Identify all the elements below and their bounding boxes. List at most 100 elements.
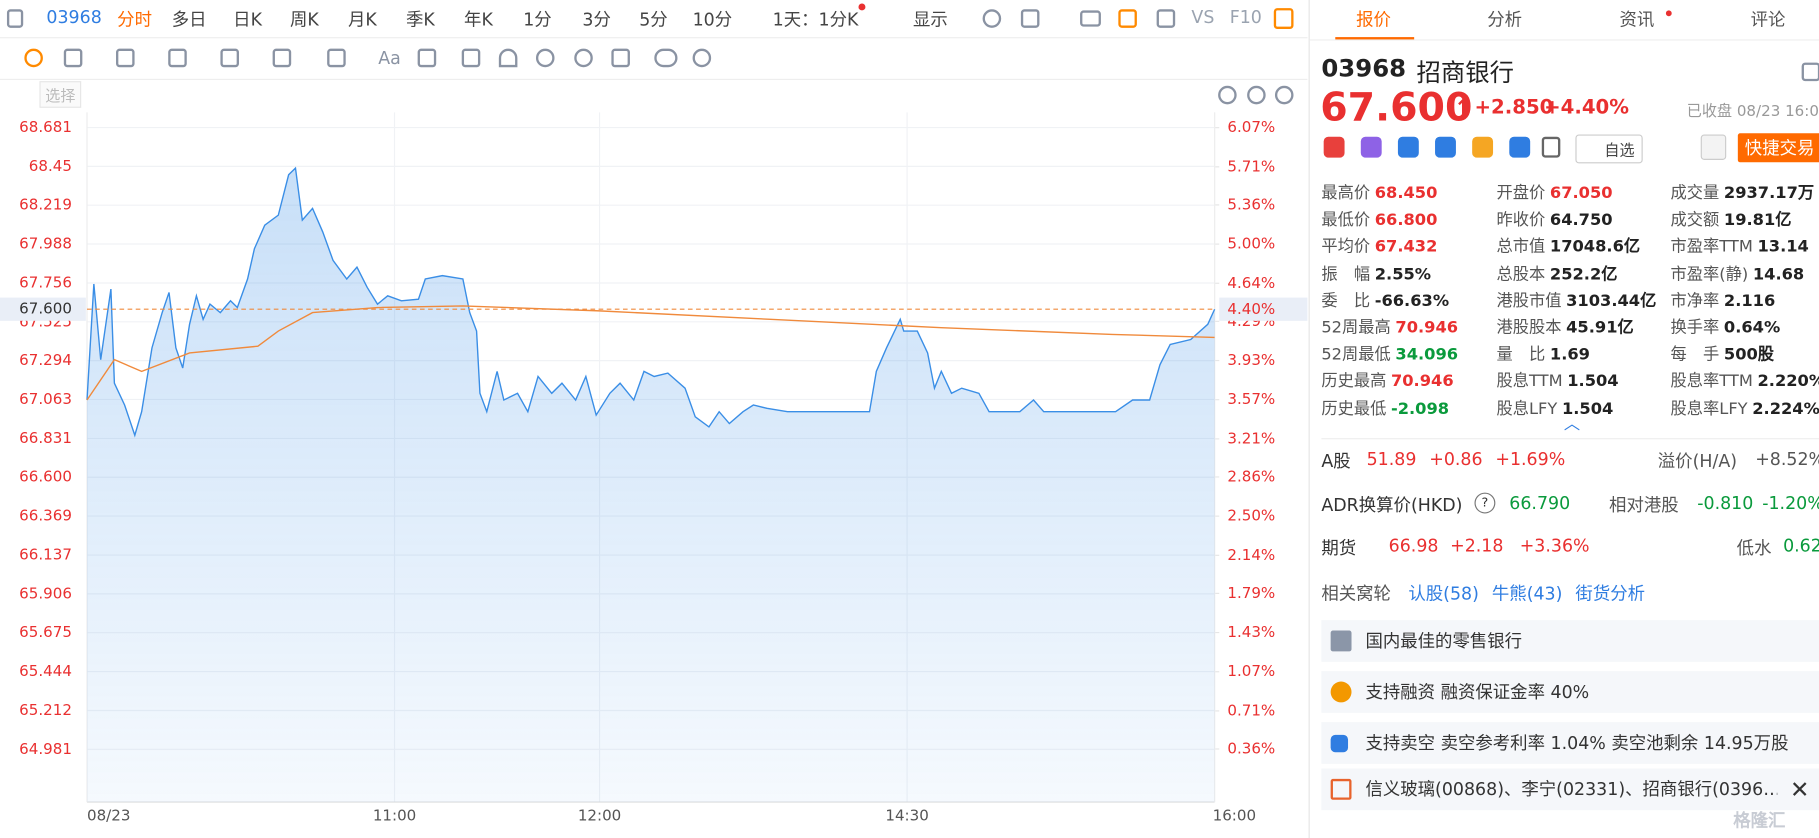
stat-label: 历史最高 bbox=[1321, 372, 1387, 392]
period-button[interactable]: 1天：1分K bbox=[772, 9, 859, 31]
period-button[interactable]: 周K bbox=[290, 9, 319, 31]
badge[interactable] bbox=[1472, 136, 1494, 158]
select-tool[interactable] bbox=[24, 48, 43, 68]
wave-tool[interactable] bbox=[168, 48, 187, 68]
tab[interactable]: 资讯 bbox=[1619, 9, 1655, 31]
zoom-in[interactable] bbox=[1274, 85, 1294, 105]
camera-icon[interactable] bbox=[1080, 10, 1101, 27]
quote-name: 招商银行 bbox=[1416, 59, 1514, 87]
y-tick-label: 67.294 bbox=[19, 351, 72, 369]
stock-code[interactable]: 03968 bbox=[46, 6, 102, 28]
note-row[interactable]: 支持融资 融资保证金率 40% bbox=[1321, 671, 1819, 713]
badge[interactable] bbox=[1509, 136, 1531, 158]
y-tick-label: 65.212 bbox=[19, 701, 72, 719]
price: 66.790 bbox=[1509, 492, 1571, 514]
compare-button[interactable]: VS bbox=[1191, 6, 1215, 28]
stat-value: 70.946 bbox=[1395, 318, 1459, 338]
trade-button[interactable]: 快捷交易 bbox=[1737, 133, 1819, 163]
measure-tool[interactable] bbox=[272, 48, 292, 68]
badge[interactable] bbox=[1360, 136, 1382, 158]
help-icon[interactable]: ? bbox=[1474, 492, 1496, 514]
channel-tool[interactable] bbox=[116, 48, 135, 68]
y2-tick-label: 3.57% bbox=[1227, 390, 1275, 408]
watch-button[interactable]: 自选 bbox=[1575, 134, 1643, 164]
frame-icon[interactable] bbox=[1020, 9, 1040, 28]
delete-tool[interactable] bbox=[611, 48, 630, 68]
change-pct: +1.69% bbox=[1495, 448, 1566, 470]
tool-settings[interactable] bbox=[692, 48, 712, 68]
label: A股 bbox=[1321, 450, 1351, 472]
period-button[interactable]: 月K bbox=[348, 9, 377, 31]
detail-icon[interactable] bbox=[1801, 62, 1819, 82]
collapse-arrow[interactable]: ︿ bbox=[1563, 414, 1581, 434]
y2-tick-label: 5.00% bbox=[1227, 235, 1275, 253]
comment-tool[interactable] bbox=[417, 48, 437, 68]
stat-label: 总股本 bbox=[1496, 264, 1546, 284]
magnet-tool[interactable] bbox=[498, 48, 518, 68]
badge[interactable] bbox=[1323, 136, 1345, 158]
y2-tick-label: 1.79% bbox=[1227, 584, 1275, 602]
lock-tool[interactable] bbox=[535, 48, 555, 68]
period-button[interactable]: 多日 bbox=[171, 9, 207, 31]
period-button[interactable]: 5分 bbox=[639, 9, 668, 31]
stat-value: 19.81亿 bbox=[1723, 211, 1792, 230]
pen-icon[interactable] bbox=[1118, 9, 1137, 28]
f10-button[interactable]: F10 bbox=[1229, 6, 1262, 28]
hide-tool[interactable] bbox=[574, 48, 593, 68]
overlay-tool[interactable] bbox=[654, 48, 678, 68]
period-button[interactable]: 1分 bbox=[523, 9, 552, 31]
stat-label: 市盈率(静) bbox=[1670, 264, 1749, 284]
layout-icon[interactable] bbox=[1273, 8, 1294, 29]
stat-value: 1.504 bbox=[1567, 372, 1619, 392]
tab[interactable]: 分析 bbox=[1487, 9, 1523, 31]
text-tool[interactable]: Aa bbox=[378, 47, 401, 69]
period-button[interactable]: 日K bbox=[233, 9, 263, 31]
fullscreen-icon[interactable] bbox=[1156, 9, 1176, 28]
link[interactable]: 街货分析 bbox=[1575, 583, 1646, 604]
note-row[interactable]: 支持卖空 卖空参考利率 1.04% 卖空池剩余 14.95万股 bbox=[1321, 722, 1819, 764]
badge[interactable] bbox=[1541, 136, 1561, 158]
period-button[interactable]: 10分 bbox=[692, 9, 733, 31]
period-button[interactable]: 季K bbox=[406, 9, 435, 31]
stat-value: 500股 bbox=[1723, 345, 1775, 365]
period-button[interactable]: 分时 bbox=[117, 9, 152, 31]
stat-value: 0.64% bbox=[1723, 318, 1781, 338]
fib-tool[interactable] bbox=[220, 48, 239, 68]
x-tick-label: 12:00 bbox=[578, 807, 621, 825]
stat-cell: 昨收价 64.750 bbox=[1497, 208, 1613, 231]
period-button[interactable]: 年K bbox=[464, 9, 493, 31]
reset-icon[interactable] bbox=[1218, 85, 1237, 105]
alert-button[interactable] bbox=[1700, 134, 1727, 160]
y2-tick-label: 4.64% bbox=[1227, 274, 1275, 292]
tab[interactable]: 报价 bbox=[1356, 9, 1391, 31]
stat-value: 2.55% bbox=[1374, 264, 1432, 284]
y-tick-label: 68.45 bbox=[29, 157, 72, 175]
close-button[interactable]: ✕ bbox=[1790, 775, 1810, 804]
link[interactable]: 牛熊(43) bbox=[1491, 583, 1563, 604]
stat-label: 委 比 bbox=[1321, 291, 1371, 311]
sidebar-toggle[interactable] bbox=[6, 9, 24, 28]
y2-tick-label: 6.07% bbox=[1227, 118, 1275, 136]
line-tool[interactable] bbox=[63, 48, 83, 68]
period-button[interactable]: 3分 bbox=[582, 9, 611, 31]
note-row[interactable]: 信义玻璃(00868)、李宁(02331)、招商银行(0396… ✕ bbox=[1321, 768, 1819, 811]
note-row[interactable]: 国内最佳的零售银行 bbox=[1321, 620, 1819, 662]
zoom-out[interactable] bbox=[1247, 85, 1266, 105]
quote-panel: 报价 分析 资讯 评论 03968 招商银行 67.600 ↑ +2.850 +… bbox=[1308, 0, 1819, 838]
stat-value: -2.098 bbox=[1390, 399, 1450, 418]
x-tick-label: 11:00 bbox=[373, 807, 416, 825]
stat-cell: 委 比 -66.63% bbox=[1321, 288, 1449, 311]
period-toolbar: 03968 分时 多日 日K 周K 月K 季K 年K 1分 3分 5分 10分 1天：1分K 显示 V… bbox=[0, 0, 1308, 39]
display-menu[interactable]: 显示 bbox=[912, 9, 948, 31]
arrow-tool[interactable] bbox=[327, 48, 346, 68]
y-tick-label: 68.219 bbox=[19, 196, 72, 214]
stat-cell: 最高价 68.450 bbox=[1321, 181, 1437, 204]
angle-tool[interactable] bbox=[461, 48, 481, 68]
y2-tick-label: 3.21% bbox=[1227, 429, 1275, 447]
y2-tick-label: 1.07% bbox=[1227, 662, 1275, 680]
link[interactable]: 认股(58) bbox=[1408, 583, 1479, 604]
badge[interactable] bbox=[1397, 136, 1419, 158]
tab[interactable]: 评论 bbox=[1750, 9, 1786, 31]
settings-icon[interactable] bbox=[982, 9, 1002, 28]
badge[interactable] bbox=[1435, 136, 1456, 158]
